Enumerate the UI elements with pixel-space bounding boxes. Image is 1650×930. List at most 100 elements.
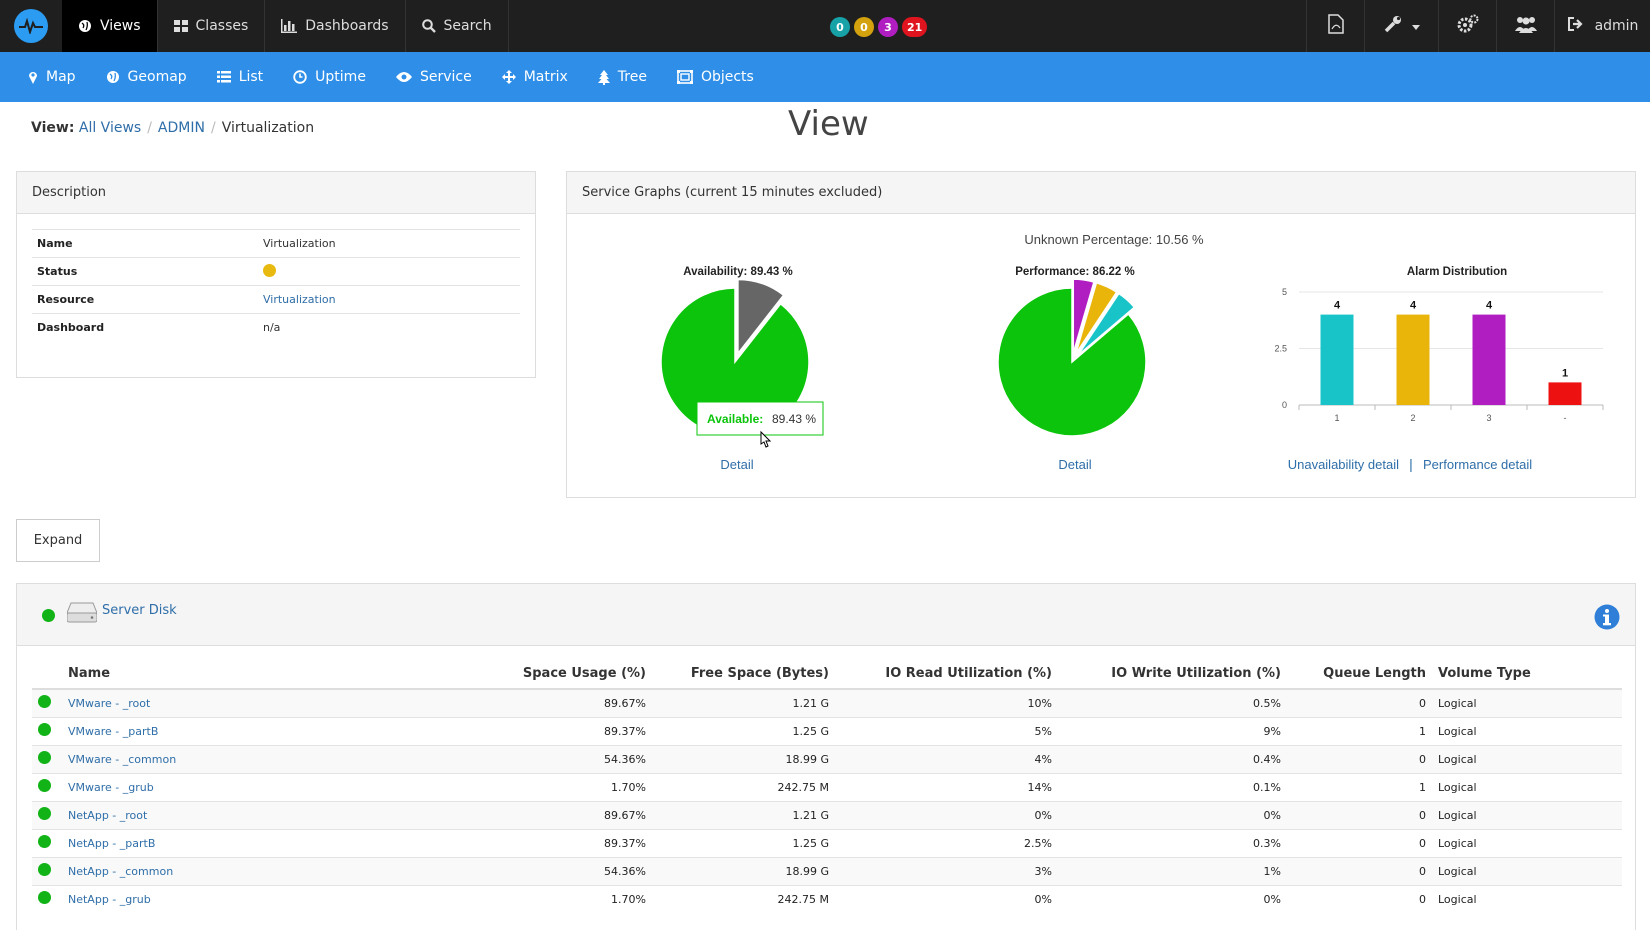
cell: 1.70% <box>472 772 652 801</box>
subnav-map[interactable]: Map <box>28 69 76 85</box>
badge-count[interactable]: 0 <box>854 17 874 37</box>
info-icon[interactable] <box>1594 604 1620 634</box>
list-icon <box>216 71 231 83</box>
nav-search[interactable]: Search <box>406 0 509 52</box>
cell: NetApp - _root <box>62 800 472 829</box>
volume-link[interactable]: NetApp - _root <box>68 808 148 822</box>
badge-count[interactable]: 3 <box>878 17 898 37</box>
cell: NetApp - _common <box>62 856 472 885</box>
subnav-tree[interactable]: Tree <box>597 69 647 85</box>
subnav-uptime[interactable]: Uptime <box>293 69 366 85</box>
cell: VMware - _root <box>62 688 472 717</box>
pie-slice[interactable] <box>1075 281 1118 355</box>
nav-dashboards[interactable]: Dashboards <box>265 0 406 52</box>
volume-link[interactable]: NetApp - _grub <box>68 892 151 906</box>
volume-link[interactable]: VMware - _common <box>68 752 177 766</box>
disk-status-indicator <box>42 609 55 622</box>
badge-count[interactable]: 21 <box>902 17 928 37</box>
column-header[interactable]: Name <box>62 659 472 690</box>
status-column-header <box>32 659 62 690</box>
volume-link[interactable]: VMware - _partB <box>68 724 159 738</box>
server-disk-panel: Server Disk Name Space Usage (%) Free Sp… <box>16 583 1636 930</box>
users-button[interactable] <box>1496 0 1554 52</box>
nav-views[interactable]: Views <box>62 0 158 52</box>
volume-link[interactable]: VMware - _root <box>68 696 151 710</box>
tooltip-box <box>696 401 824 436</box>
breadcrumb-prefix: View: <box>31 120 75 136</box>
table-row: Dashboard n/a <box>32 313 520 342</box>
volume-link[interactable]: NetApp - _common <box>68 864 174 878</box>
status-indicator <box>38 891 51 905</box>
cell: VMware - _common <box>62 744 472 773</box>
pdf-icon <box>1327 14 1344 38</box>
settings-button[interactable] <box>1438 0 1496 52</box>
pie-slice[interactable] <box>1077 292 1136 356</box>
logout-button[interactable]: admin <box>1554 0 1650 52</box>
app-logo[interactable] <box>0 0 62 52</box>
nav-classes[interactable]: Classes <box>158 0 266 52</box>
row-status <box>32 772 62 801</box>
alarm-badges: 0 0 3 21 <box>830 17 928 37</box>
pie-slice[interactable] <box>1072 278 1095 354</box>
table-row: NetApp - _root 89.67% 1.21 G 0% 0% 0 Logical <box>32 800 1622 829</box>
expand-button[interactable]: Expand <box>16 519 100 562</box>
row-status <box>32 688 62 717</box>
cell: 1.25 G <box>652 828 835 857</box>
cell: 0.1% <box>1058 772 1287 801</box>
subnav-list-label: List <box>238 69 264 85</box>
cell: 0 <box>1287 856 1432 885</box>
x-tick-label: - <box>1564 413 1567 423</box>
bar[interactable] <box>1548 382 1582 405</box>
column-header[interactable]: Space Usage (%) <box>472 659 652 690</box>
pie-title: Availability: 89.43 % <box>683 266 793 278</box>
cell: 9% <box>1058 716 1287 745</box>
subnav-service[interactable]: Service <box>395 69 472 85</box>
badge-count[interactable]: 0 <box>830 17 850 37</box>
unavailability-detail-link[interactable]: Unavailability detail <box>1288 457 1399 472</box>
column-header[interactable]: Free Space (Bytes) <box>652 659 835 690</box>
volume-link[interactable]: VMware - _grub <box>68 780 154 794</box>
table-header-row: Name Space Usage (%) Free Space (Bytes) … <box>32 659 1622 690</box>
performance-detail-link[interactable]: Performance detail <box>1423 457 1532 472</box>
pie-slice[interactable] <box>737 278 785 356</box>
eye-icon <box>395 71 412 83</box>
cell: 89.37% <box>472 716 652 745</box>
pie-slice[interactable] <box>997 287 1147 437</box>
breadcrumb: View: All Views / ADMIN / Virtualization <box>31 120 315 136</box>
subnav-geomap[interactable]: Geomap <box>106 69 187 85</box>
bar[interactable] <box>1320 314 1354 405</box>
service-graphs-title: Service Graphs (current 15 minutes exclu… <box>567 172 1635 214</box>
subnav-tree-label: Tree <box>617 69 647 85</box>
pdf-export-button[interactable] <box>1306 0 1364 52</box>
column-header[interactable]: IO Write Utilization (%) <box>1058 659 1287 690</box>
username: admin <box>1594 18 1639 34</box>
tooltip-value: 89.43 % <box>772 412 816 426</box>
tools-menu-button[interactable] <box>1364 0 1438 52</box>
status-indicator <box>263 263 276 277</box>
breadcrumb-all-views[interactable]: All Views <box>78 120 142 136</box>
breadcrumb-admin[interactable]: ADMIN <box>157 120 205 136</box>
nav-search-label: Search <box>443 18 492 34</box>
bar[interactable] <box>1396 314 1430 405</box>
bar[interactable] <box>1472 314 1506 405</box>
clock-icon <box>293 70 307 84</box>
server-disk-link[interactable]: Server Disk <box>102 603 177 618</box>
row-status <box>32 744 62 773</box>
resource-link[interactable]: Virtualization <box>263 293 336 306</box>
column-header[interactable]: Volume Type <box>1432 659 1622 690</box>
column-header[interactable]: Queue Length <box>1287 659 1432 690</box>
table-row: Name Virtualization <box>32 229 520 258</box>
y-tick-label: 5 <box>1282 287 1287 297</box>
performance-detail-link[interactable]: Detail <box>1058 457 1091 472</box>
cell: 0 <box>1287 828 1432 857</box>
volume-link[interactable]: NetApp - _partB <box>68 836 156 850</box>
tooltip-label: Available: <box>707 412 763 426</box>
row-status <box>32 856 62 885</box>
x-tick-label: 1 <box>1334 413 1339 423</box>
subnav-matrix[interactable]: Matrix <box>501 69 568 85</box>
subnav-objects[interactable]: Objects <box>676 69 754 85</box>
column-header[interactable]: IO Read Utilization (%) <box>835 659 1058 690</box>
y-tick-label: 2.5 <box>1274 344 1287 354</box>
availability-detail-link[interactable]: Detail <box>720 457 753 472</box>
subnav-list[interactable]: List <box>216 69 264 85</box>
